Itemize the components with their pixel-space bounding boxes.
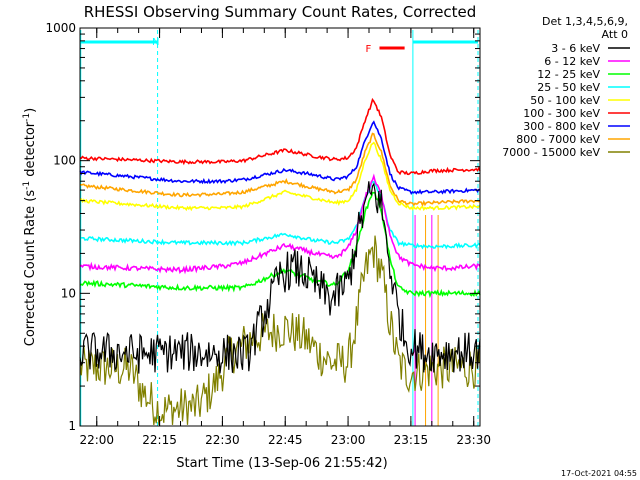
legend-header-line-1: Det 1,3,4,5,6,9, [542, 15, 628, 28]
plot-area: NF [79, 30, 481, 426]
legend-entry-7: 800 - 7000 keV [516, 133, 600, 146]
series-line-0 [79, 181, 481, 374]
x-tick-label-0: 22:00 [79, 433, 114, 447]
plot-frame [79, 27, 481, 427]
night-label: N [152, 37, 159, 48]
y-tick-label-2: 100 [53, 154, 76, 168]
x-tick-label-4: 23:00 [331, 433, 366, 447]
series-line-4 [79, 141, 481, 212]
series-line-6 [79, 120, 481, 195]
y-axis-label-mid: detector [23, 121, 38, 181]
x-tick-label-3: 22:45 [268, 433, 303, 447]
x-tick-label-6: 23:30 [456, 433, 491, 447]
series-line-1 [79, 173, 481, 275]
y-axis-label-sup2: -1 [22, 113, 32, 122]
series-line-3 [79, 180, 481, 250]
legend-entry-5: 100 - 300 keV [523, 107, 600, 120]
series-line-7 [79, 132, 481, 208]
x-tick-label-2: 22:30 [205, 433, 240, 447]
timestamp: 17-Oct-2021 04:55 [561, 469, 637, 478]
y-tick-label-1: 10 [61, 286, 76, 300]
legend-header-line-2: Att 0 [602, 28, 628, 41]
series-line-5 [79, 97, 481, 176]
axes: 1 10 100 1000 22:00 22:15 22:30 22:45 23:00 23:15… [45, 21, 491, 447]
y-tick-label-0: 1 [68, 419, 76, 433]
chart-title: RHESSI Observing Summary Count Rates, Co… [84, 3, 477, 21]
flare-label: F [365, 44, 371, 55]
y-axis-label-end: ) [23, 108, 38, 113]
x-tick-label-5: 23:15 [394, 433, 429, 447]
y-axis-label-sup1: -1 [22, 181, 32, 190]
x-tick-label-1: 22:15 [142, 433, 177, 447]
legend-entry-8: 7000 - 15000 keV [502, 146, 600, 159]
x-axis-label: Start Time (13-Sep-06 21:55:42) [176, 456, 387, 471]
legend-entry-1: 6 - 12 keV [544, 55, 600, 68]
legend-entry-2: 12 - 25 keV [537, 68, 600, 81]
series-line-8 [79, 235, 481, 426]
legend-entry-0: 3 - 6 keV [551, 42, 600, 55]
legend-entry-6: 300 - 800 keV [523, 120, 600, 133]
y-axis-label-main: Corrected Count Rate (s [23, 190, 38, 347]
y-tick-label-3: 1000 [45, 21, 76, 35]
legend-entry-4: 50 - 100 keV [530, 94, 600, 107]
legend-entry-3: 25 - 50 keV [537, 81, 600, 94]
y-axis-label: Corrected Count Rate (s-1 detector-1) [22, 108, 38, 346]
